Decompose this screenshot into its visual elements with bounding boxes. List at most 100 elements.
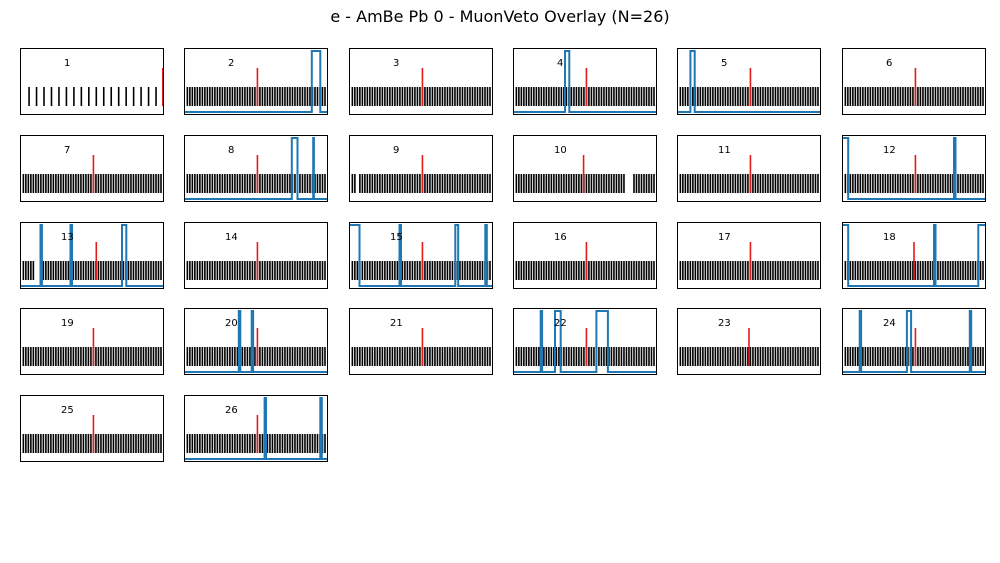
veto-waveform [20,224,164,287]
panel-plot [677,222,821,289]
panel-number: 16 [554,232,567,243]
panel-8: 8 [184,135,328,202]
panel-plot [184,48,328,115]
panel-13: 13 [20,222,164,289]
panel-frame [349,222,493,289]
panel-21: 21 [349,308,493,375]
panel-17: 17 [677,222,821,289]
panel-1: 1 [20,48,164,115]
panel-26: 26 [184,395,328,462]
panel-number: 2 [228,58,235,69]
panel-frame [20,395,164,462]
panel-frame [842,48,986,115]
panel-3: 3 [349,48,493,115]
panel-number: 21 [390,318,403,329]
panel-plot [842,222,986,289]
veto-waveform [513,310,657,373]
panel-6: 6 [842,48,986,115]
panel-frame [513,135,657,202]
panel-19: 19 [20,308,164,375]
panel-plot [677,308,821,375]
panel-number: 3 [393,58,400,69]
panel-frame [842,222,986,289]
veto-waveform [513,50,657,113]
panel-number: 20 [225,318,238,329]
panel-plot [20,48,164,115]
panel-plot [513,48,657,115]
panel-plot [184,308,328,375]
panel-plot [184,135,328,202]
veto-waveform [184,310,328,373]
panel-number: 18 [883,232,896,243]
panel-9: 9 [349,135,493,202]
panel-frame [184,48,328,115]
panel-number: 7 [64,145,71,156]
veto-waveform [184,50,328,113]
panel-11: 11 [677,135,821,202]
panel-number: 22 [554,318,567,329]
panel-plot [513,135,657,202]
panel-frame [20,135,164,202]
panel-12: 12 [842,135,986,202]
panel-number: 14 [225,232,238,243]
figure-title: e - AmBe Pb 0 - MuonVeto Overlay (N=26) [330,7,670,26]
panel-plot [842,308,986,375]
panel-number: 17 [718,232,731,243]
panel-plot [20,308,164,375]
panel-number: 19 [61,318,74,329]
panel-20: 20 [184,308,328,375]
panel-2: 2 [184,48,328,115]
panel-plot [20,395,164,462]
panel-number: 25 [61,405,74,416]
panel-number: 5 [721,58,728,69]
panel-plot [349,135,493,202]
panel-frame [349,135,493,202]
panel-plot [513,222,657,289]
panel-number: 12 [883,145,896,156]
panel-frame [842,308,986,375]
panel-number: 24 [883,318,896,329]
veto-waveform [842,310,986,373]
veto-waveform [677,50,821,113]
panel-plot [842,48,986,115]
panel-23: 23 [677,308,821,375]
panel-plot [677,48,821,115]
panel-22: 22 [513,308,657,375]
panel-number: 11 [718,145,731,156]
panel-number: 4 [557,58,564,69]
panel-plot [677,135,821,202]
panel-plot [20,135,164,202]
panel-4: 4 [513,48,657,115]
veto-waveform [184,397,328,460]
panel-14: 14 [184,222,328,289]
panel-18: 18 [842,222,986,289]
panel-frame [349,48,493,115]
panel-frame [184,308,328,375]
panel-frame [513,222,657,289]
panel-frame [20,308,164,375]
panel-number: 23 [718,318,731,329]
panel-frame [842,135,986,202]
panel-frame [677,48,821,115]
panel-plot [20,222,164,289]
panel-number: 9 [393,145,400,156]
panel-frame [513,48,657,115]
panel-frame [513,308,657,375]
panel-frame [677,222,821,289]
panel-plot [349,48,493,115]
panel-24: 24 [842,308,986,375]
panel-plot [349,222,493,289]
panel-number: 8 [228,145,235,156]
panel-frame [349,308,493,375]
veto-waveform [184,137,328,200]
panel-frame [184,222,328,289]
panel-frame [20,48,164,115]
panel-plot [842,135,986,202]
panel-plot [513,308,657,375]
panel-frame [184,135,328,202]
panel-number: 6 [886,58,893,69]
panel-number: 13 [61,232,74,243]
panel-16: 16 [513,222,657,289]
panel-frame [184,395,328,462]
